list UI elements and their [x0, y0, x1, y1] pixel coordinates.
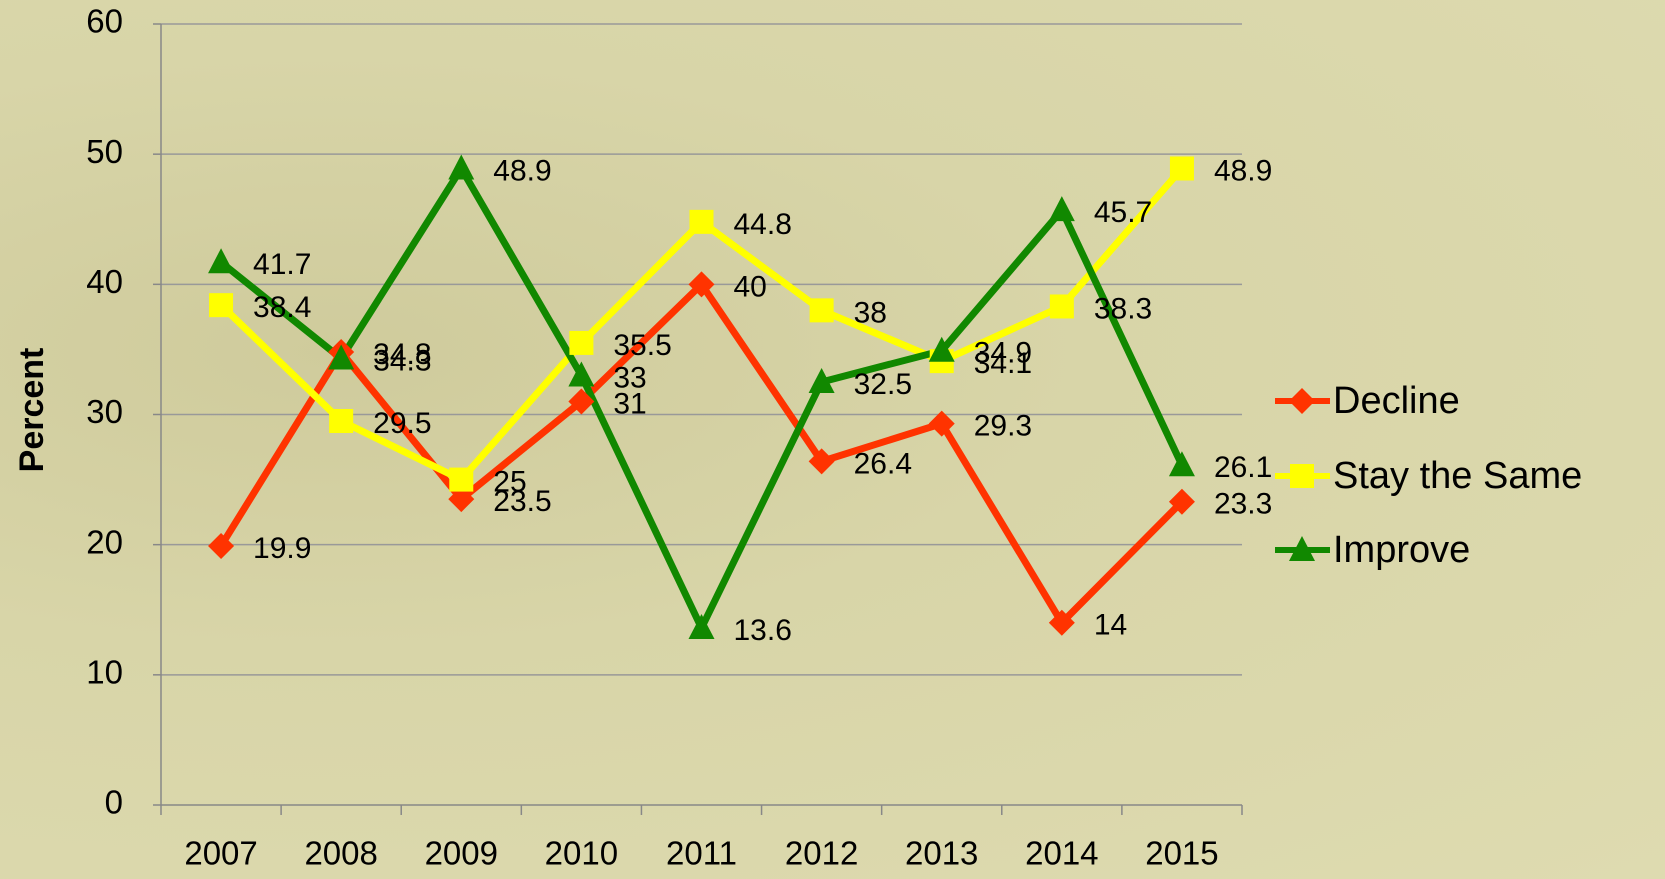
legend-label: Stay the Same [1333, 455, 1582, 497]
data-label: 48.9 [1214, 154, 1272, 187]
data-label: 45.7 [1094, 196, 1152, 229]
marker [1169, 451, 1195, 476]
x-tick-label: 2014 [1025, 835, 1098, 872]
marker [1289, 388, 1315, 414]
marker [449, 468, 473, 492]
x-tick-label: 2013 [905, 835, 978, 872]
marker [689, 614, 715, 639]
data-label: 25 [493, 466, 526, 499]
data-label: 19.9 [253, 532, 311, 565]
chart: Percent 0 10 20 30 40 50 60 2007 2008 2009 2010 201… [0, 0, 1665, 879]
data-label: 32.5 [854, 368, 912, 401]
x-tick-label: 2008 [304, 835, 377, 872]
y-tick-label: 40 [86, 263, 123, 300]
y-tick-label: 0 [105, 784, 123, 821]
data-label: 14 [1094, 609, 1127, 642]
marker [690, 210, 714, 234]
data-label: 29.5 [373, 407, 431, 440]
page: Percent 0 10 20 30 40 50 60 2007 2008 2009 2010 201… [0, 0, 1665, 879]
legend-label: Improve [1333, 529, 1470, 571]
series-line [221, 284, 1182, 622]
y-tick-label: 10 [86, 654, 123, 691]
data-label: 29.3 [974, 410, 1032, 443]
y-tick-label: 60 [86, 3, 123, 40]
data-label: 33 [613, 361, 646, 394]
marker [209, 293, 233, 317]
data-label: 34.9 [974, 337, 1032, 370]
y-tick-label: 50 [86, 133, 123, 170]
data-label: 48.9 [493, 154, 551, 187]
marker [448, 154, 474, 179]
series-line [221, 168, 1182, 627]
marker [569, 331, 593, 355]
y-tick-label: 20 [86, 523, 123, 560]
marker [810, 298, 834, 322]
marker [1290, 464, 1314, 488]
marker [1049, 196, 1075, 221]
x-tick-label: 2012 [785, 835, 858, 872]
x-tick-label: 2015 [1145, 835, 1218, 872]
data-label: 38 [854, 296, 887, 329]
x-tick-label: 2011 [666, 835, 737, 872]
data-label: 35.5 [613, 329, 671, 362]
data-label: 40 [734, 270, 767, 303]
data-label: 13.6 [734, 614, 792, 647]
marker [208, 248, 234, 273]
legend-label: Decline [1333, 380, 1460, 422]
data-label: 26.1 [1214, 451, 1272, 484]
data-label: 26.4 [854, 447, 912, 480]
marker [1050, 294, 1074, 318]
data-label: 38.3 [1094, 292, 1152, 325]
marker [1170, 156, 1194, 180]
x-tick-label: 2010 [545, 835, 618, 872]
data-label: 41.7 [253, 248, 311, 281]
x-tick-label: 2009 [425, 835, 498, 872]
data-label: 44.8 [734, 208, 792, 241]
y-axis-title: Percent [13, 348, 51, 473]
data-label: 34.3 [373, 344, 431, 377]
data-label: 38.4 [253, 291, 311, 324]
marker [329, 409, 353, 433]
y-tick-label: 30 [86, 393, 123, 430]
data-label: 23.3 [1214, 488, 1272, 521]
x-tick-label: 2007 [184, 835, 257, 872]
